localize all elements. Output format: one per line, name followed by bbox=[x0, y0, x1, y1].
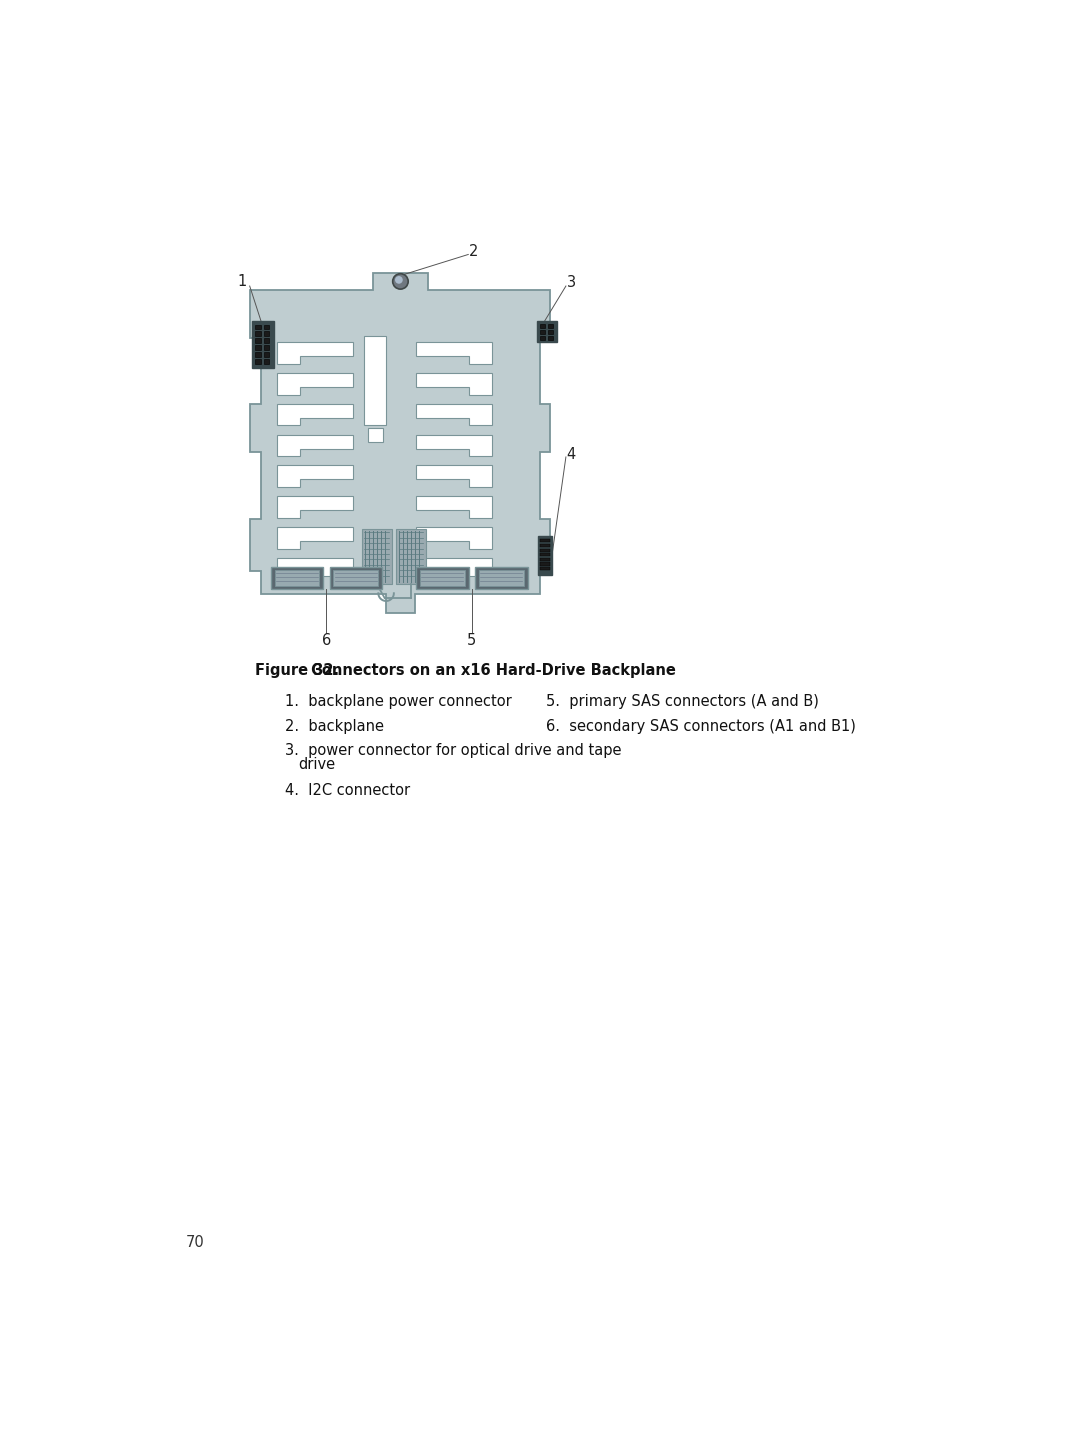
Text: 6.  secondary SAS connectors (A1 and B1): 6. secondary SAS connectors (A1 and B1) bbox=[545, 718, 855, 734]
Bar bbox=[264, 331, 269, 336]
Bar bbox=[540, 566, 550, 571]
Bar bbox=[538, 536, 552, 575]
Bar bbox=[271, 566, 323, 588]
Circle shape bbox=[393, 274, 408, 290]
Text: Figure 32.: Figure 32. bbox=[255, 663, 339, 678]
Polygon shape bbox=[276, 496, 353, 518]
Text: 6: 6 bbox=[322, 632, 332, 648]
Bar bbox=[255, 353, 260, 357]
Bar bbox=[478, 571, 524, 585]
Bar bbox=[548, 330, 553, 334]
Polygon shape bbox=[276, 404, 353, 426]
Bar bbox=[274, 571, 320, 585]
Bar bbox=[540, 336, 545, 340]
Bar bbox=[420, 571, 464, 585]
Text: drive: drive bbox=[298, 757, 336, 771]
Bar bbox=[540, 558, 550, 561]
Bar bbox=[362, 529, 392, 584]
Polygon shape bbox=[416, 373, 492, 394]
Text: 5: 5 bbox=[468, 632, 476, 648]
Text: 70: 70 bbox=[186, 1235, 204, 1250]
Polygon shape bbox=[416, 496, 492, 518]
Text: 1: 1 bbox=[238, 274, 246, 288]
Bar bbox=[416, 558, 492, 576]
Bar bbox=[537, 321, 557, 343]
Bar bbox=[255, 346, 260, 350]
Bar bbox=[540, 543, 550, 546]
Bar bbox=[264, 346, 269, 350]
Bar bbox=[416, 566, 469, 588]
Text: 1.  backplane power connector: 1. backplane power connector bbox=[284, 694, 511, 710]
Bar bbox=[276, 558, 353, 576]
Text: 3.  power connector for optical drive and tape: 3. power connector for optical drive and… bbox=[284, 743, 621, 759]
Bar bbox=[540, 539, 550, 542]
Bar bbox=[475, 566, 527, 588]
Circle shape bbox=[395, 275, 403, 284]
Bar bbox=[548, 336, 553, 340]
Bar bbox=[540, 549, 550, 552]
Bar bbox=[548, 324, 553, 327]
Bar bbox=[255, 324, 260, 330]
Bar bbox=[364, 336, 387, 424]
Bar bbox=[264, 358, 269, 364]
Bar bbox=[396, 529, 426, 584]
Text: 5.  primary SAS connectors (A and B): 5. primary SAS connectors (A and B) bbox=[545, 694, 819, 710]
Polygon shape bbox=[276, 528, 353, 549]
Polygon shape bbox=[416, 528, 492, 549]
Polygon shape bbox=[276, 435, 353, 456]
Bar bbox=[329, 566, 382, 588]
Bar bbox=[334, 571, 378, 585]
Bar bbox=[264, 353, 269, 357]
Text: 2.  backplane: 2. backplane bbox=[284, 718, 383, 734]
Bar bbox=[540, 330, 545, 334]
Text: 2: 2 bbox=[469, 244, 478, 260]
Polygon shape bbox=[416, 404, 492, 426]
Bar bbox=[255, 358, 260, 364]
Bar bbox=[264, 338, 269, 343]
Polygon shape bbox=[416, 435, 492, 456]
Text: 3: 3 bbox=[567, 275, 576, 290]
Polygon shape bbox=[276, 343, 353, 364]
Bar bbox=[264, 324, 269, 330]
Bar bbox=[540, 562, 550, 565]
Bar bbox=[367, 429, 383, 442]
Polygon shape bbox=[251, 272, 551, 614]
Text: 4: 4 bbox=[567, 447, 576, 462]
Text: Connectors on an x16 Hard-Drive Backplane: Connectors on an x16 Hard-Drive Backplan… bbox=[306, 663, 675, 678]
Polygon shape bbox=[276, 373, 353, 394]
Text: 4.  I2C connector: 4. I2C connector bbox=[284, 783, 409, 799]
Bar bbox=[540, 324, 545, 327]
Bar bbox=[252, 321, 273, 369]
Polygon shape bbox=[276, 466, 353, 488]
Bar bbox=[255, 331, 260, 336]
Polygon shape bbox=[416, 466, 492, 488]
Polygon shape bbox=[416, 343, 492, 364]
Bar bbox=[540, 554, 550, 556]
Bar bbox=[255, 338, 260, 343]
